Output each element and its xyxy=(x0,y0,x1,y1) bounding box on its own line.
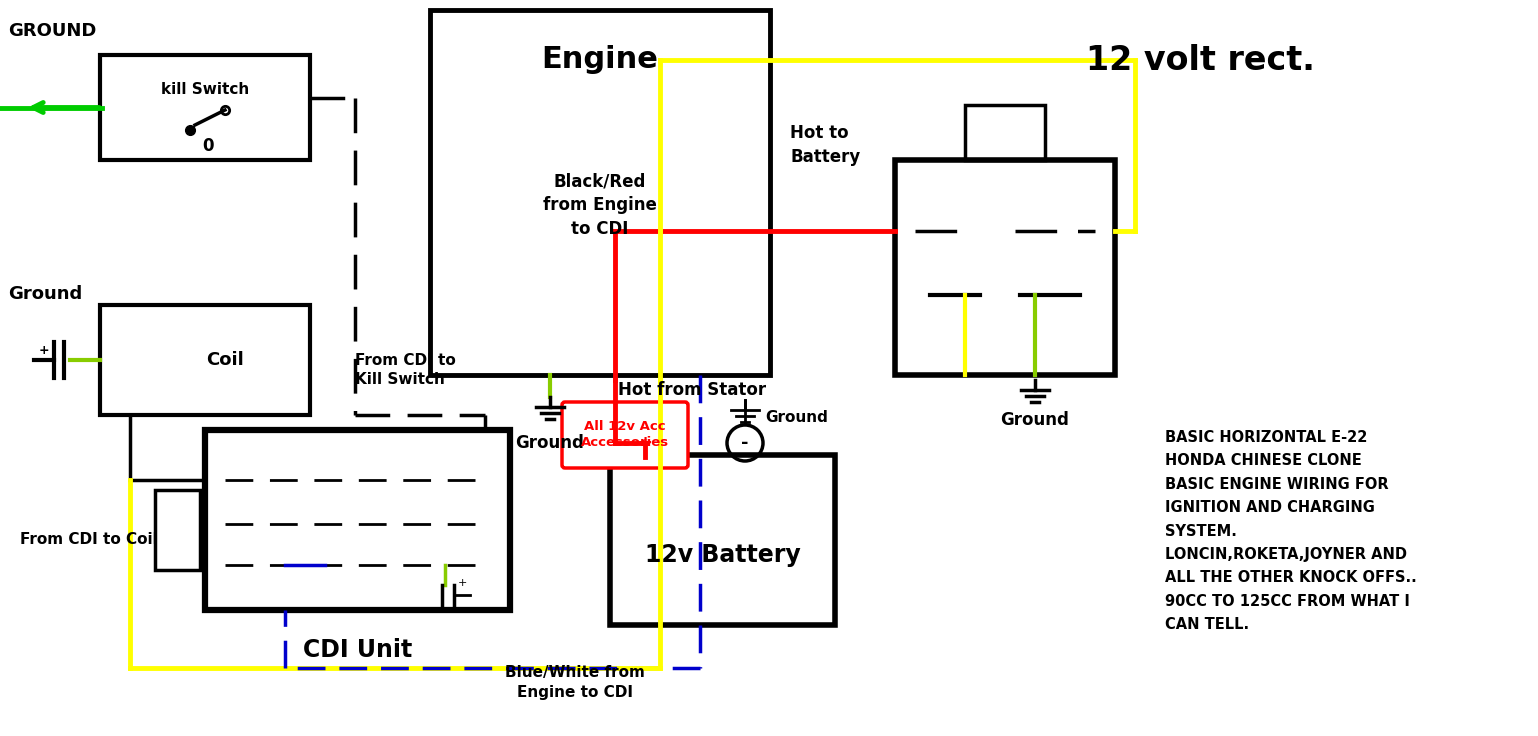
Bar xyxy=(155,490,200,570)
Bar xyxy=(431,10,771,375)
Text: All 12v Acc
Accessories: All 12v Acc Accessories xyxy=(581,420,669,450)
Text: Hot to
Battery: Hot to Battery xyxy=(791,124,860,166)
Text: BASIC HORIZONTAL E-22
HONDA CHINESE CLONE
BASIC ENGINE WIRING FOR
IGNITION AND C: BASIC HORIZONTAL E-22 HONDA CHINESE CLON… xyxy=(1164,430,1416,632)
Text: -: - xyxy=(741,434,749,452)
Text: +: + xyxy=(457,578,466,588)
Bar xyxy=(100,305,311,415)
FancyBboxPatch shape xyxy=(561,402,687,468)
Text: Black/Red
from Engine
to CDI: Black/Red from Engine to CDI xyxy=(543,172,657,238)
Text: 0: 0 xyxy=(203,137,214,155)
Text: Coil: Coil xyxy=(206,351,245,369)
Text: From CDI to
Kill Switch: From CDI to Kill Switch xyxy=(355,353,455,387)
Bar xyxy=(205,430,511,610)
Text: Blue/White from
Engine to CDI: Blue/White from Engine to CDI xyxy=(504,665,644,700)
Text: CDI Unit: CDI Unit xyxy=(303,638,412,662)
Text: kill Switch: kill Switch xyxy=(161,82,249,97)
Text: Ground: Ground xyxy=(1001,411,1069,429)
Bar xyxy=(964,105,1044,160)
Text: Engine: Engine xyxy=(541,46,658,74)
Text: Ground: Ground xyxy=(515,434,584,452)
Text: From CDI to Coil: From CDI to Coil xyxy=(20,533,158,548)
Bar xyxy=(895,160,1115,375)
Text: 12v Battery: 12v Battery xyxy=(644,543,800,567)
Bar xyxy=(611,455,835,625)
Text: +: + xyxy=(38,344,49,356)
Text: Ground: Ground xyxy=(764,409,827,425)
Bar xyxy=(100,55,311,160)
Text: 12 volt rect.: 12 volt rect. xyxy=(1086,43,1315,77)
Text: GROUND: GROUND xyxy=(8,22,97,40)
Text: Ground: Ground xyxy=(8,285,82,303)
Text: Hot from Stator: Hot from Stator xyxy=(618,381,766,399)
Text: +: + xyxy=(637,434,652,452)
